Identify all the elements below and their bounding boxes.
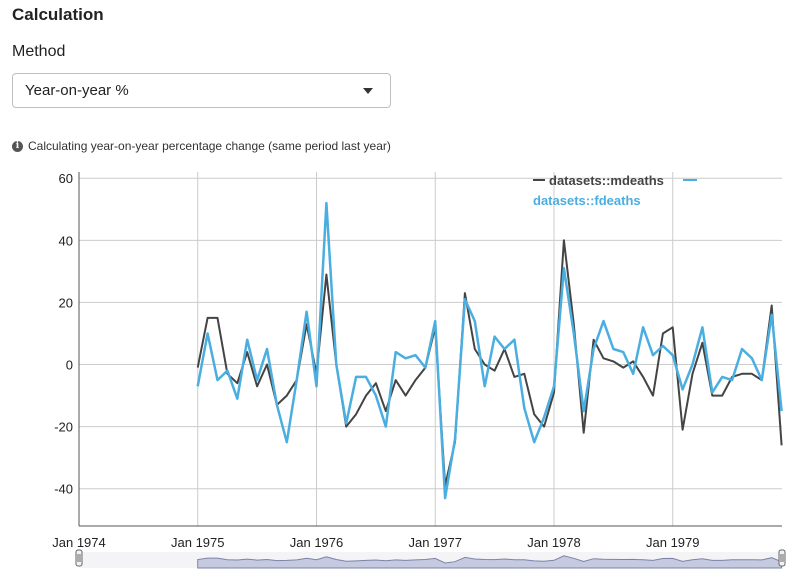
x-tick-label: Jan 1978 — [527, 535, 581, 550]
chart-series — [196, 201, 783, 500]
range-navigator[interactable] — [75, 549, 786, 569]
legend-label-fdeaths: datasets::fdeaths — [533, 193, 641, 208]
y-tick-label: 60 — [59, 171, 73, 186]
method-select[interactable]: Year-on-year % — [12, 73, 391, 108]
x-tick-label: Jan 1976 — [290, 535, 344, 550]
chart-grid — [78, 172, 782, 527]
method-selected-value: Year-on-year % — [25, 82, 129, 99]
y-tick-label: -40 — [54, 482, 73, 497]
x-tick-label: Jan 1977 — [409, 535, 463, 550]
info-text: Calculating year-on-year percentage chan… — [28, 139, 391, 153]
y-tick-label: 0 — [66, 358, 73, 373]
y-axis: -40 -20 0 20 40 60 — [54, 171, 73, 497]
info-icon: i — [12, 140, 23, 152]
legend-label-mdeaths: datasets::mdeaths — [549, 173, 664, 188]
x-tick-label: Jan 1975 — [171, 535, 225, 550]
navigator-right-handle[interactable] — [778, 549, 786, 567]
x-tick-label: Jan 1979 — [646, 535, 700, 550]
y-tick-label: 20 — [59, 295, 73, 310]
info-message: i Calculating year-on-year percentage ch… — [12, 139, 391, 153]
caret-down-icon — [363, 88, 373, 94]
navigator-area — [197, 555, 783, 569]
y-tick-label: -20 — [54, 420, 73, 435]
navigator-left-handle[interactable] — [75, 549, 83, 567]
x-tick-label: Jan 1974 — [52, 535, 106, 550]
series-line-fdeaths — [196, 201, 783, 500]
y-tick-label: 40 — [59, 233, 73, 248]
x-axis: Jan 1974 Jan 1975 Jan 1976 Jan 1977 Jan 1978… — [52, 535, 699, 550]
section-title: Calculation — [12, 5, 104, 24]
method-label: Method — [12, 43, 66, 60]
